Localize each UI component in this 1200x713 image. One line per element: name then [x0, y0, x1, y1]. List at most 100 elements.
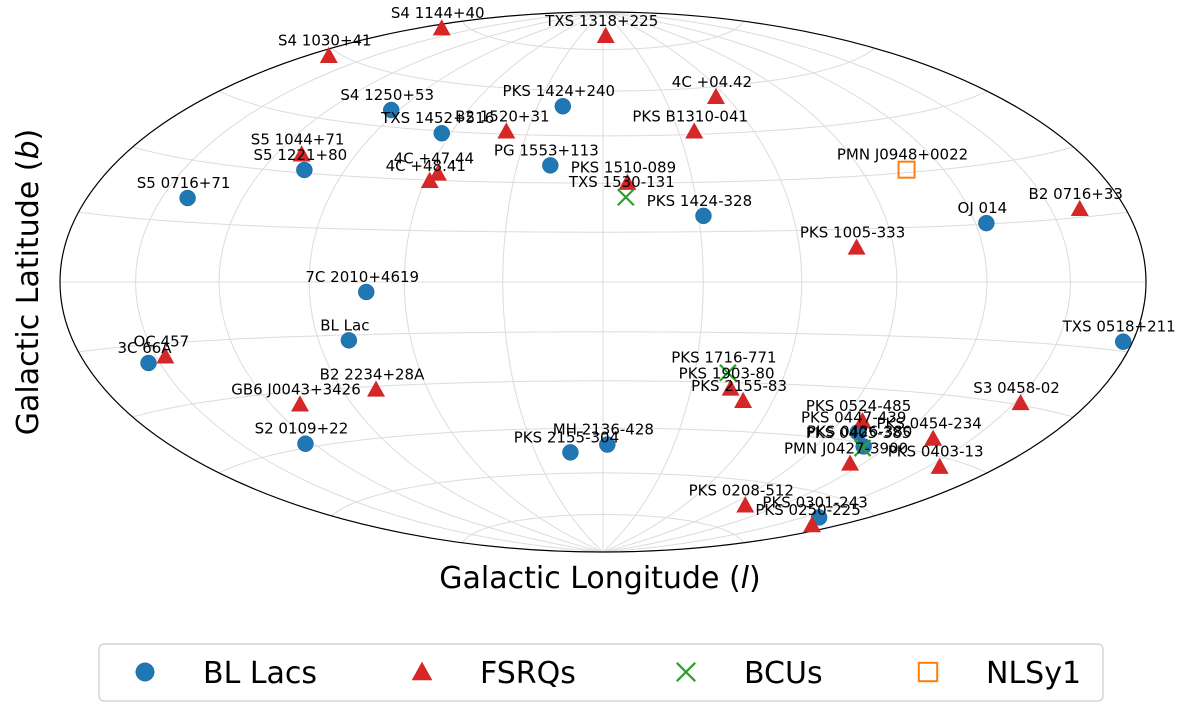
point-label: 4C +04.42 — [672, 73, 752, 91]
point-label: S5 1044+71 — [251, 130, 345, 148]
data-point — [706, 87, 725, 104]
data-point — [719, 363, 737, 382]
point-label: PKS 0208-512 — [689, 481, 794, 499]
legend-label: BCUs — [744, 656, 823, 691]
point-label: PKS 0524-485 — [806, 397, 911, 415]
point-label: B2 0716+33 — [1029, 185, 1123, 203]
point-label: PKS 0454-234 — [876, 415, 981, 433]
data-point — [562, 444, 579, 461]
data-point — [319, 46, 338, 63]
data-point — [803, 516, 822, 533]
parallel-line — [218, 427, 988, 474]
point-label: OC 457 — [133, 332, 189, 350]
data-point — [542, 157, 559, 174]
parallel-line — [78, 331, 1128, 353]
projection-boundary — [59, 11, 1147, 553]
data-labels: S4 1250+53 PKS 1424+240 TXS 1452+516 S5 122… — [117, 4, 1175, 519]
point-label: PMN J0948+0022 — [837, 146, 968, 164]
data-point — [734, 391, 753, 408]
graticule-grid — [60, 12, 1146, 552]
point-label: S5 1221+80 — [254, 146, 348, 164]
legend: BL Lacs FSRQs BCUs NLSy1 — [98, 643, 1104, 702]
point-label: PKS 0426-380 — [807, 422, 912, 440]
point-label: PKS 2155-83 — [691, 377, 787, 395]
x-axis-label: Galactic Longitude (l) — [439, 561, 760, 596]
point-label: PKS 2155-304 — [514, 428, 619, 446]
data-point — [420, 171, 439, 188]
data-point — [924, 429, 943, 446]
point-label: 7C 2010+4619 — [305, 268, 419, 286]
data-point — [596, 26, 615, 43]
data-point — [618, 173, 637, 190]
data-point — [497, 122, 516, 139]
parallel-line — [78, 211, 1128, 233]
parallel-line — [462, 513, 744, 544]
data-point — [291, 395, 310, 412]
data-point — [554, 97, 572, 115]
point-label: TXS 1318+225 — [544, 12, 658, 30]
point-label: OJ 014 — [958, 199, 1008, 217]
point-label: PKS 1510-089 — [571, 159, 676, 177]
legend-marker — [917, 661, 939, 683]
point-label: 3C 66A — [117, 339, 172, 357]
point-label: S4 1144+40 — [391, 4, 485, 22]
point-label: PMN J0427-3900 — [784, 439, 908, 457]
data-point — [292, 145, 311, 162]
data-point — [179, 189, 196, 207]
point-label: PKS 1424+240 — [503, 82, 616, 100]
data-point — [156, 347, 175, 364]
point-label: S3 0458-02 — [973, 379, 1060, 397]
data-point — [358, 283, 375, 301]
point-label: PKS 0250-225 — [755, 501, 860, 519]
data-point — [897, 160, 916, 179]
data-point — [685, 122, 704, 139]
data-point — [367, 380, 386, 397]
point-label: PKS 0405-385 — [806, 424, 911, 442]
data-point — [695, 207, 712, 225]
data-point — [296, 161, 313, 179]
data-point — [1114, 333, 1132, 350]
data-point — [736, 496, 755, 513]
point-label: PG 1553+113 — [494, 141, 599, 159]
data-point — [617, 188, 635, 206]
y-axis-label: Galactic Latitude (b) — [11, 129, 46, 435]
point-label: PKS 1424-328 — [647, 192, 752, 210]
data-point — [847, 238, 866, 255]
data-point — [382, 101, 400, 119]
legend-marker — [676, 662, 696, 682]
point-label: TXS 1452+516 — [380, 109, 494, 127]
point-label: PKS 1005-333 — [800, 223, 905, 241]
parallel-line — [331, 47, 875, 92]
point-label: TXS 0518+211 — [1062, 318, 1176, 336]
data-point — [432, 19, 451, 36]
legend-box — [98, 643, 1104, 702]
data-point — [433, 124, 450, 142]
data-point — [1011, 393, 1030, 411]
point-label: BL Lac — [320, 316, 369, 334]
point-label: MH 2136-428 — [553, 421, 654, 439]
data-point — [810, 509, 828, 526]
data-point — [1070, 199, 1089, 217]
data-point — [340, 332, 358, 349]
point-label: B2 2234+28A — [320, 365, 425, 383]
point-label: PKS 0447-439 — [801, 408, 906, 426]
point-label: PKS 1903-80 — [679, 364, 775, 382]
point-label: S2 0109+22 — [255, 420, 349, 438]
data-point — [721, 379, 740, 396]
legend-label: NLSy1 — [986, 656, 1081, 691]
legend-marker — [135, 662, 155, 682]
parallel-line — [331, 472, 875, 517]
point-label: PKS 0301-243 — [762, 493, 867, 511]
data-point — [930, 457, 949, 474]
point-label: S4 1250+53 — [340, 86, 434, 104]
parallel-line — [218, 90, 988, 137]
parallel-line — [132, 380, 1074, 418]
point-label: PKS B1310-041 — [632, 107, 748, 125]
point-label: S5 0716+71 — [137, 174, 231, 192]
point-label: GB6 J0043+3426 — [231, 380, 361, 398]
point-label: S4 1030+41 — [278, 32, 372, 50]
data-point — [297, 435, 314, 452]
point-label: 4C +47.44 — [394, 149, 474, 167]
point-label: 4C +48.41 — [386, 157, 466, 175]
